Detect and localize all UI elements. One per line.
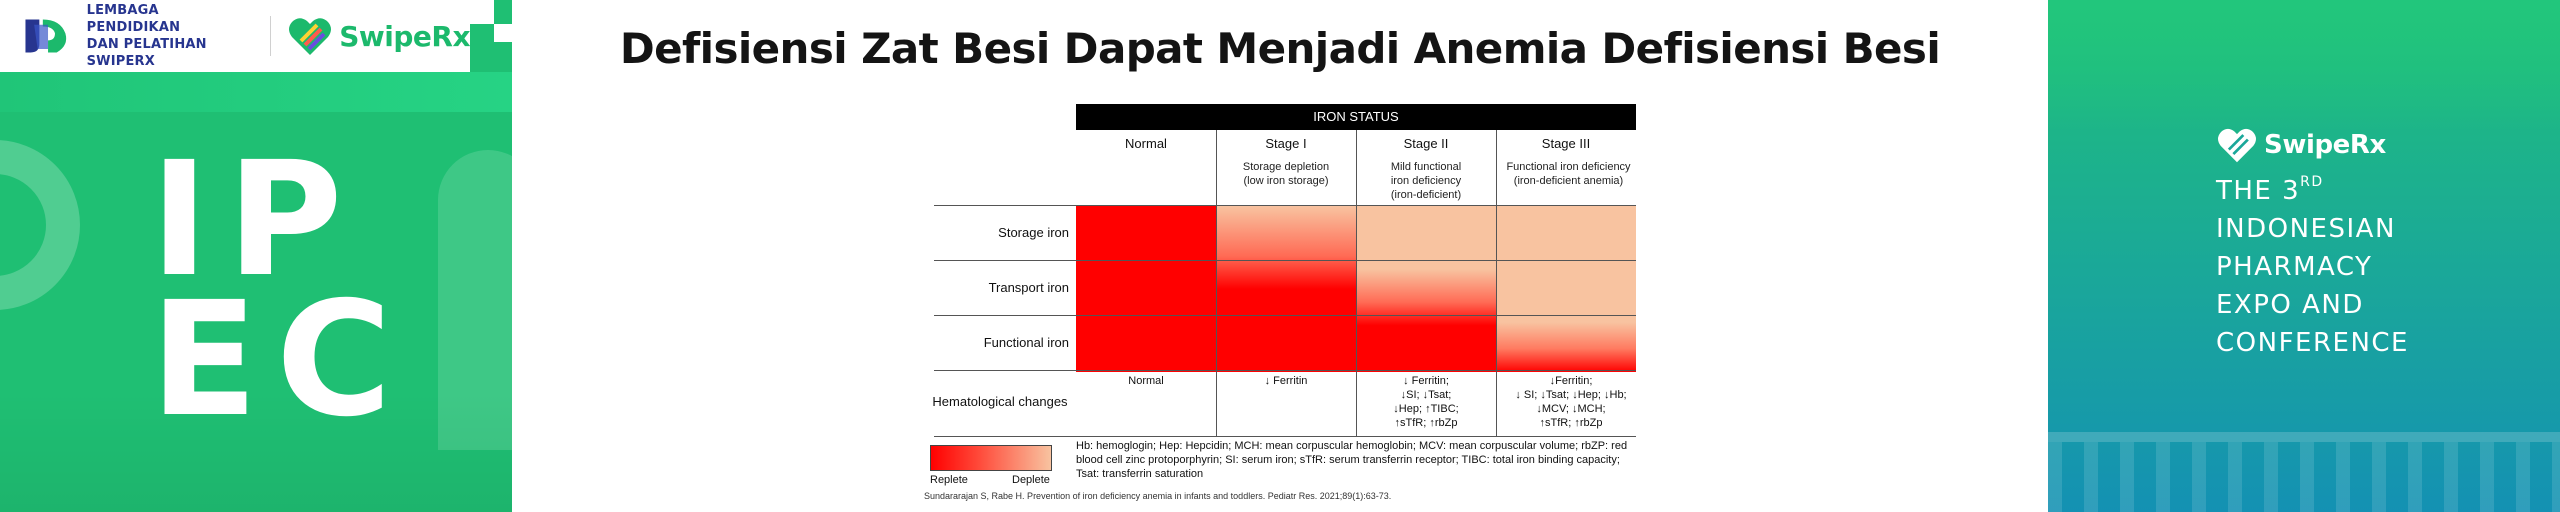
header-divider (270, 16, 272, 56)
hema-line: Normal (1128, 375, 1164, 387)
grid-line (934, 315, 1636, 316)
lp-org-line1: LEMBAGA PENDIDIKAN (86, 3, 181, 35)
row-label-storage-iron: Storage iron (998, 225, 1069, 240)
stage-1-desc-line: (low iron storage) (1243, 175, 1329, 187)
stage-3-description: Functional iron deficiency (iron-deficie… (1496, 160, 1641, 188)
event-title-the-3: THE 3 (2216, 176, 2301, 206)
left-decor-shade (0, 392, 512, 512)
header-corner-decor (470, 0, 512, 72)
stage-header-stage-3: Stage III (1541, 136, 1591, 151)
grid-line (934, 260, 1636, 261)
partner-logo-header: LEMBAGA PENDIDIKAN DAN PELATIHAN SWIPERX… (0, 0, 512, 72)
swiperx-heart-icon (289, 18, 332, 55)
grid-line (1496, 130, 1497, 436)
event-title-ordinal: RD (2300, 174, 2324, 190)
swiperx-wordmark: SwipeRx (2264, 130, 2386, 160)
hema-normal: Normal (1076, 374, 1216, 388)
figure-citation: Sundararajan S, Rabe H. Prevention of ir… (924, 491, 1392, 501)
grid-line (934, 436, 1636, 437)
grid-line (934, 205, 1636, 206)
right-decor-line (2048, 432, 2560, 442)
event-title-line: CONFERENCE (2216, 328, 2409, 358)
slide-content: Defisiensi Zat Besi Dapat Menjadi Anemia… (512, 0, 2048, 512)
hema-stage-2: ↓ Ferritin; ↓SI; ↓Tsat; ↓Hep; ↑TIBC; ↑sT… (1356, 374, 1496, 430)
event-title: THE 3RD INDONESIAN PHARMACY EXPO AND CON… (2216, 172, 2409, 362)
grid-line (1356, 130, 1357, 436)
hema-line: ↓SI; ↓Tsat; (1400, 389, 1452, 401)
hema-line: ↓Hep; ↑TIBC; (1393, 403, 1459, 415)
event-title-line: EXPO AND (2216, 290, 2364, 320)
left-decor-band (0, 72, 512, 112)
row-label-transport-iron: Transport iron (988, 280, 1069, 295)
stage-header-stage-2: Stage II (1403, 136, 1449, 151)
event-title-line: PHARMACY (2216, 252, 2373, 282)
stage-1-description: Storage depletion (low iron storage) (1216, 160, 1356, 188)
heat-cell-stage-3 (1496, 206, 1636, 372)
lp-org-line2: DAN PELATIHAN SWIPERX (86, 37, 207, 69)
grid-line (934, 370, 1636, 371)
left-branding-panel: LEMBAGA PENDIDIKAN DAN PELATIHAN SWIPERX… (0, 0, 512, 512)
hema-line: ↑sTfR; ↑rbZp (1539, 417, 1603, 429)
heat-cell-stage-2 (1356, 206, 1496, 372)
swiperx-wordmark: SwipeRx (339, 19, 471, 53)
legend-deplete-label: Deplete (1012, 474, 1050, 486)
right-event-panel: SwipeRx THE 3RD INDONESIAN PHARMACY EXPO… (2048, 0, 2560, 512)
heat-cell-normal (1076, 206, 1216, 372)
hema-line: ↓ Ferritin (1264, 375, 1308, 387)
lp-swiperx-logo-icon (25, 19, 67, 53)
hema-stage-1: ↓ Ferritin (1216, 374, 1356, 388)
left-decor-pill (438, 150, 512, 450)
event-title-line: INDONESIAN (2216, 214, 2396, 244)
legend-replete-label: Replete (930, 474, 968, 486)
stage-2-description: Mild functional iron deficiency (iron-de… (1356, 160, 1496, 202)
event-title-line: THE 3RD (2216, 172, 2409, 210)
slide-title: Defisiensi Zat Besi Dapat Menjadi Anemia… (619, 24, 1941, 73)
ipec-line1: IP (150, 128, 361, 312)
replete-deplete-legend-bar (930, 445, 1052, 471)
stage-1-desc-line: Storage depletion (1242, 161, 1330, 173)
hematological-changes-label: Hematological changes (932, 394, 1068, 409)
hema-line: ↓Ferritin; (1549, 375, 1593, 387)
hema-line: ↓ Ferritin; (1403, 375, 1449, 387)
right-decor-stripes (2048, 442, 2560, 512)
iron-status-figure: IRON STATUS Normal Stage I Stage II Stag… (924, 102, 1964, 502)
heat-cell-stage-1 (1216, 206, 1356, 372)
grid-line (1216, 130, 1217, 436)
hema-line: ↑sTfR; ↑rbZp (1394, 417, 1458, 429)
stage-2-desc-line: iron deficiency (1390, 175, 1462, 187)
ipec-logo-text: IP EC (150, 128, 410, 452)
lp-org-name: LEMBAGA PENDIDIKAN DAN PELATIHAN SWIPERX (87, 2, 255, 70)
swiperx-heart-icon (2218, 128, 2256, 163)
stage-header-normal: Normal (1125, 136, 1167, 151)
abbreviations-note: Hb: hemoglogin; Hep: Hepcidin; MCH: mean… (1076, 440, 1628, 480)
hema-line: ↓MCV; ↓MCH; (1536, 403, 1606, 415)
stage-3-desc-line: Functional iron deficiency (1506, 161, 1631, 173)
hema-stage-3: ↓Ferritin; ↓ SI; ↓Tsat; ↓Hep; ↓Hb; ↓MCV;… (1496, 374, 1646, 430)
iron-status-header: IRON STATUS (1076, 104, 1636, 130)
swiperx-logo: SwipeRx (287, 15, 471, 57)
stage-2-desc-line: (iron-deficient) (1390, 189, 1462, 201)
stage-header-stage-1: Stage I (1265, 136, 1307, 151)
ipec-line2: EC (150, 268, 410, 452)
hema-line: ↓ SI; ↓Tsat; ↓Hep; ↓Hb; (1515, 389, 1627, 401)
stage-3-desc-line: (iron-deficient anemia) (1513, 175, 1624, 187)
right-decor-top (2048, 0, 2560, 130)
row-label-functional-iron: Functional iron (983, 335, 1069, 350)
stage-2-desc-line: Mild functional (1390, 161, 1462, 173)
left-decor-arc (0, 140, 80, 310)
swiperx-logo-white: SwipeRx (2216, 126, 2386, 164)
